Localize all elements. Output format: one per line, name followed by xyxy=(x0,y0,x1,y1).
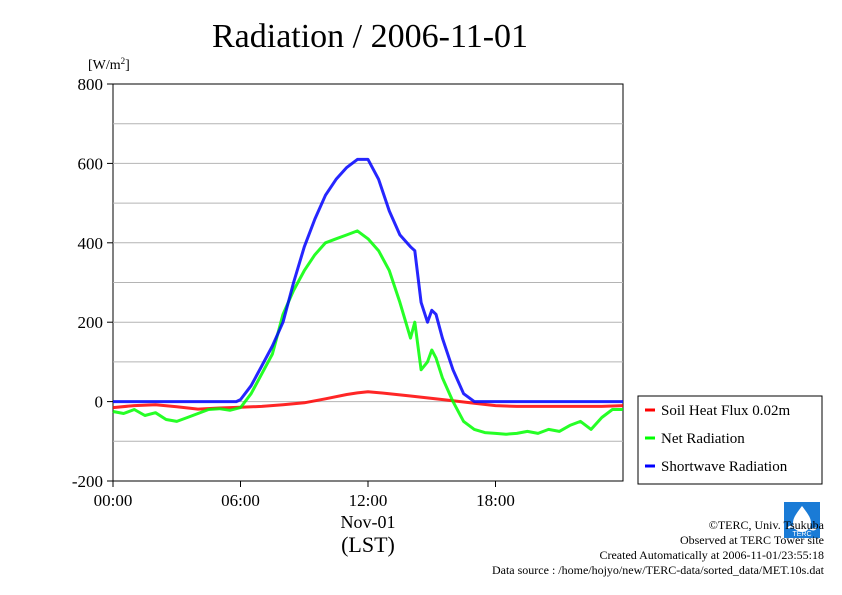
series-line-1 xyxy=(112,229,623,436)
x-axis-date-label: Nov-01 xyxy=(341,512,396,532)
series-line-2 xyxy=(113,157,623,404)
copyright-text: ©TERC, Univ. Tsukuba xyxy=(708,518,824,532)
x-axis: 00:00 06:00 12:00 18:00 xyxy=(94,481,515,510)
y-tick-label: 600 xyxy=(78,154,104,173)
x-tick-label: 18:00 xyxy=(476,491,515,510)
x-tick-label: 00:00 xyxy=(94,491,133,510)
y-axis-unit-label: [W/m2] xyxy=(88,56,130,73)
y-tick-label: 400 xyxy=(78,234,104,253)
x-tick-label: 06:00 xyxy=(221,491,260,510)
source-text: Data source : /home/hojyo/new/TERC-data/… xyxy=(491,563,824,577)
legend-box xyxy=(637,395,823,485)
legend-label: Shortwave Radiation xyxy=(661,459,788,475)
observed-text: Observed at TERC Tower site xyxy=(679,533,824,547)
created-text: Created Automatically at 2006-11-01/23:5… xyxy=(599,548,824,562)
legend-label: Net Radiation xyxy=(661,431,745,447)
series-layer xyxy=(112,157,624,436)
y-tick-label: 0 xyxy=(95,393,104,412)
x-tick-label: 12:00 xyxy=(349,491,388,510)
x-axis-unit-label: (LST) xyxy=(341,532,395,557)
svg-text:TERC: TERC xyxy=(792,531,811,538)
terc-logo: TERC xyxy=(784,502,820,538)
chart-footer: ©TERC, Univ. Tsukuba Observed at TERC To… xyxy=(492,518,824,578)
y-tick-label: 800 xyxy=(78,75,104,94)
legend-label: Soil Heat Flux 0.02m xyxy=(661,403,791,419)
y-tick-label: 200 xyxy=(78,313,104,332)
series-line-0 xyxy=(112,390,624,411)
legend: Soil Heat Flux 0.02m Net Radiation Shortwa… xyxy=(637,395,823,485)
chart-title: Radiation / 2006-11-01 xyxy=(212,18,528,55)
y-tick-label: -200 xyxy=(72,472,103,491)
y-axis: -200 0 200 400 600 800 xyxy=(72,75,113,491)
